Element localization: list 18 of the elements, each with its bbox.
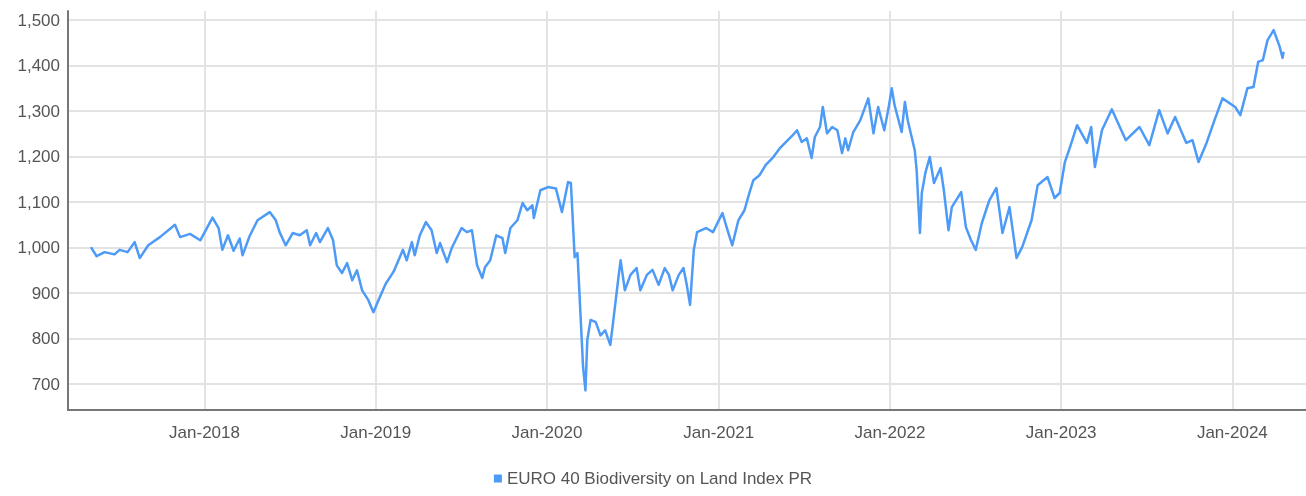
x-tick-label: Jan-2020 — [511, 423, 583, 442]
legend-label: EURO 40 Biodiversity on Land Index PR — [506, 469, 813, 488]
y-tick-label: 1,300 — [17, 101, 60, 121]
y-tick-label: 1,500 — [17, 10, 60, 30]
x-tick-label: Jan-2018 — [169, 423, 240, 442]
x-tick-label: Jan-2022 — [854, 423, 926, 442]
y-tick-label: 1,100 — [17, 192, 60, 212]
line-series — [90, 28, 1285, 392]
y-tick-label: 700 — [31, 374, 60, 394]
y-tick-label: 1,000 — [17, 238, 60, 258]
y-tick-label: 1,400 — [17, 56, 60, 76]
x-tick-label: Jan-2024 — [1196, 423, 1268, 442]
x-tick-label: Jan-2021 — [683, 423, 755, 442]
y-tick-label: 900 — [31, 283, 60, 303]
x-tick-label: Jan-2023 — [1025, 423, 1097, 442]
y-tick-label: 1,200 — [17, 147, 60, 167]
x-tick-label: Jan-2019 — [340, 423, 412, 442]
y-tick-label: 800 — [31, 329, 60, 349]
